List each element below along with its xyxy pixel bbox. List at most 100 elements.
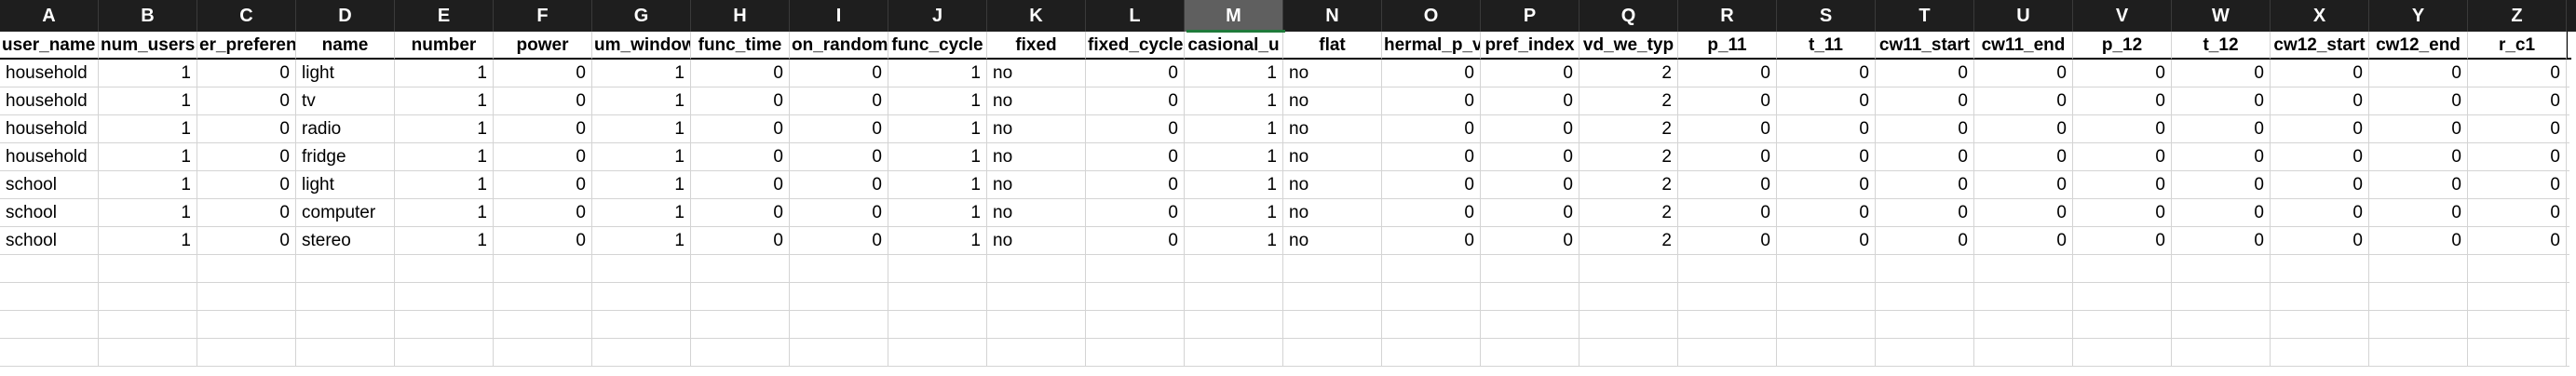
data-cell[interactable]: 0 <box>1086 227 1185 255</box>
data-cell[interactable]: 0 <box>1382 87 1481 115</box>
column-header-j[interactable]: J <box>888 0 987 32</box>
column-header-y[interactable]: Y <box>2369 0 2468 32</box>
data-cell[interactable]: 0 <box>691 143 790 171</box>
data-cell[interactable]: 1 <box>592 87 691 115</box>
column-header-q[interactable]: Q <box>1579 0 1678 32</box>
data-cell[interactable]: 0 <box>2369 199 2468 227</box>
data-cell[interactable]: 0 <box>2172 199 2271 227</box>
empty-cell[interactable] <box>494 311 592 339</box>
data-cell[interactable]: 0 <box>1086 115 1185 143</box>
empty-cell[interactable] <box>1185 283 1283 311</box>
column-header-t[interactable]: T <box>1876 0 1974 32</box>
data-cell[interactable]: 0 <box>1678 143 1777 171</box>
empty-cell[interactable] <box>2172 283 2271 311</box>
data-cell[interactable]: 0 <box>1086 143 1185 171</box>
data-cell[interactable]: no <box>987 143 1086 171</box>
empty-cell[interactable] <box>99 283 197 311</box>
empty-cell[interactable] <box>99 339 197 367</box>
data-cell[interactable]: no <box>987 227 1086 255</box>
data-cell[interactable]: 0 <box>790 60 888 87</box>
data-cell[interactable]: 0 <box>2271 115 2369 143</box>
data-cell[interactable]: 0 <box>1086 87 1185 115</box>
data-cell[interactable]: 0 <box>2073 171 2172 199</box>
data-cell[interactable]: 0 <box>1382 227 1481 255</box>
empty-cell[interactable] <box>790 255 888 283</box>
data-cell[interactable]: tv <box>296 87 395 115</box>
data-cell[interactable]: 0 <box>1876 171 1974 199</box>
header-cell[interactable]: vd_we_typ <box>1579 32 1678 60</box>
column-header-d[interactable]: D <box>296 0 395 32</box>
data-cell[interactable]: 1 <box>395 143 494 171</box>
data-cell[interactable]: no <box>987 60 1086 87</box>
header-cell[interactable]: um_window <box>592 32 691 60</box>
data-cell[interactable]: 0 <box>2172 171 2271 199</box>
data-cell[interactable]: 0 <box>1382 143 1481 171</box>
empty-cell[interactable] <box>1185 339 1283 367</box>
data-cell[interactable]: 1 <box>592 143 691 171</box>
data-cell[interactable]: 0 <box>1678 115 1777 143</box>
data-cell[interactable]: light <box>296 60 395 87</box>
data-cell[interactable]: 0 <box>1974 143 2073 171</box>
empty-cell[interactable] <box>395 283 494 311</box>
data-cell[interactable]: 2 <box>1579 87 1678 115</box>
empty-cell[interactable] <box>1579 339 1678 367</box>
data-cell[interactable]: 0 <box>2172 143 2271 171</box>
header-cell[interactable]: pref_index <box>1481 32 1579 60</box>
data-cell[interactable]: fridge <box>296 143 395 171</box>
header-cell[interactable]: t_11 <box>1777 32 1876 60</box>
data-cell[interactable]: 0 <box>1481 143 1579 171</box>
column-header-g[interactable]: G <box>592 0 691 32</box>
empty-cell[interactable] <box>790 311 888 339</box>
data-cell[interactable]: school <box>0 199 99 227</box>
empty-cell[interactable] <box>2073 283 2172 311</box>
data-cell[interactable]: no <box>987 87 1086 115</box>
empty-cell[interactable] <box>1086 339 1185 367</box>
data-cell[interactable]: 0 <box>2369 115 2468 143</box>
data-cell[interactable]: 0 <box>1481 199 1579 227</box>
empty-cell[interactable] <box>197 311 296 339</box>
data-cell[interactable]: household <box>0 87 99 115</box>
empty-cell[interactable] <box>1579 283 1678 311</box>
header-cell[interactable]: cw11_end <box>1974 32 2073 60</box>
empty-cell[interactable] <box>2369 283 2468 311</box>
data-cell[interactable]: 0 <box>2271 227 2369 255</box>
empty-cell[interactable] <box>296 339 395 367</box>
data-cell[interactable]: 0 <box>1086 171 1185 199</box>
data-cell[interactable]: 0 <box>691 87 790 115</box>
data-cell[interactable]: 1 <box>1185 87 1283 115</box>
empty-cell[interactable] <box>296 283 395 311</box>
empty-cell[interactable] <box>197 283 296 311</box>
empty-cell[interactable] <box>1974 255 2073 283</box>
data-cell[interactable]: 0 <box>1974 227 2073 255</box>
header-cell[interactable]: num_users <box>99 32 197 60</box>
data-cell[interactable]: 0 <box>2172 227 2271 255</box>
empty-cell[interactable] <box>1185 255 1283 283</box>
data-cell[interactable]: 0 <box>1481 171 1579 199</box>
data-cell[interactable]: 0 <box>1876 227 1974 255</box>
data-cell[interactable]: 0 <box>2172 115 2271 143</box>
data-cell[interactable]: 1 <box>888 199 987 227</box>
empty-cell[interactable] <box>1579 255 1678 283</box>
empty-cell[interactable] <box>2369 339 2468 367</box>
data-cell[interactable]: 2 <box>1579 60 1678 87</box>
data-cell[interactable]: 0 <box>1777 87 1876 115</box>
data-cell[interactable]: 1 <box>395 60 494 87</box>
empty-cell[interactable] <box>2073 255 2172 283</box>
data-cell[interactable]: 0 <box>2369 171 2468 199</box>
data-cell[interactable]: 0 <box>790 227 888 255</box>
empty-cell[interactable] <box>1086 283 1185 311</box>
empty-cell[interactable] <box>1876 339 1974 367</box>
data-cell[interactable]: 0 <box>1876 115 1974 143</box>
data-cell[interactable]: 0 <box>2073 227 2172 255</box>
empty-cell[interactable] <box>987 311 1086 339</box>
empty-cell[interactable] <box>1283 311 1382 339</box>
data-cell[interactable]: 0 <box>2073 60 2172 87</box>
data-cell[interactable]: 0 <box>1086 60 1185 87</box>
data-cell[interactable]: 0 <box>691 199 790 227</box>
data-cell[interactable]: 1 <box>592 60 691 87</box>
data-cell[interactable]: no <box>1283 60 1382 87</box>
empty-cell[interactable] <box>2369 255 2468 283</box>
empty-cell[interactable] <box>2172 311 2271 339</box>
data-cell[interactable]: 0 <box>2369 87 2468 115</box>
data-cell[interactable]: 0 <box>1974 171 2073 199</box>
